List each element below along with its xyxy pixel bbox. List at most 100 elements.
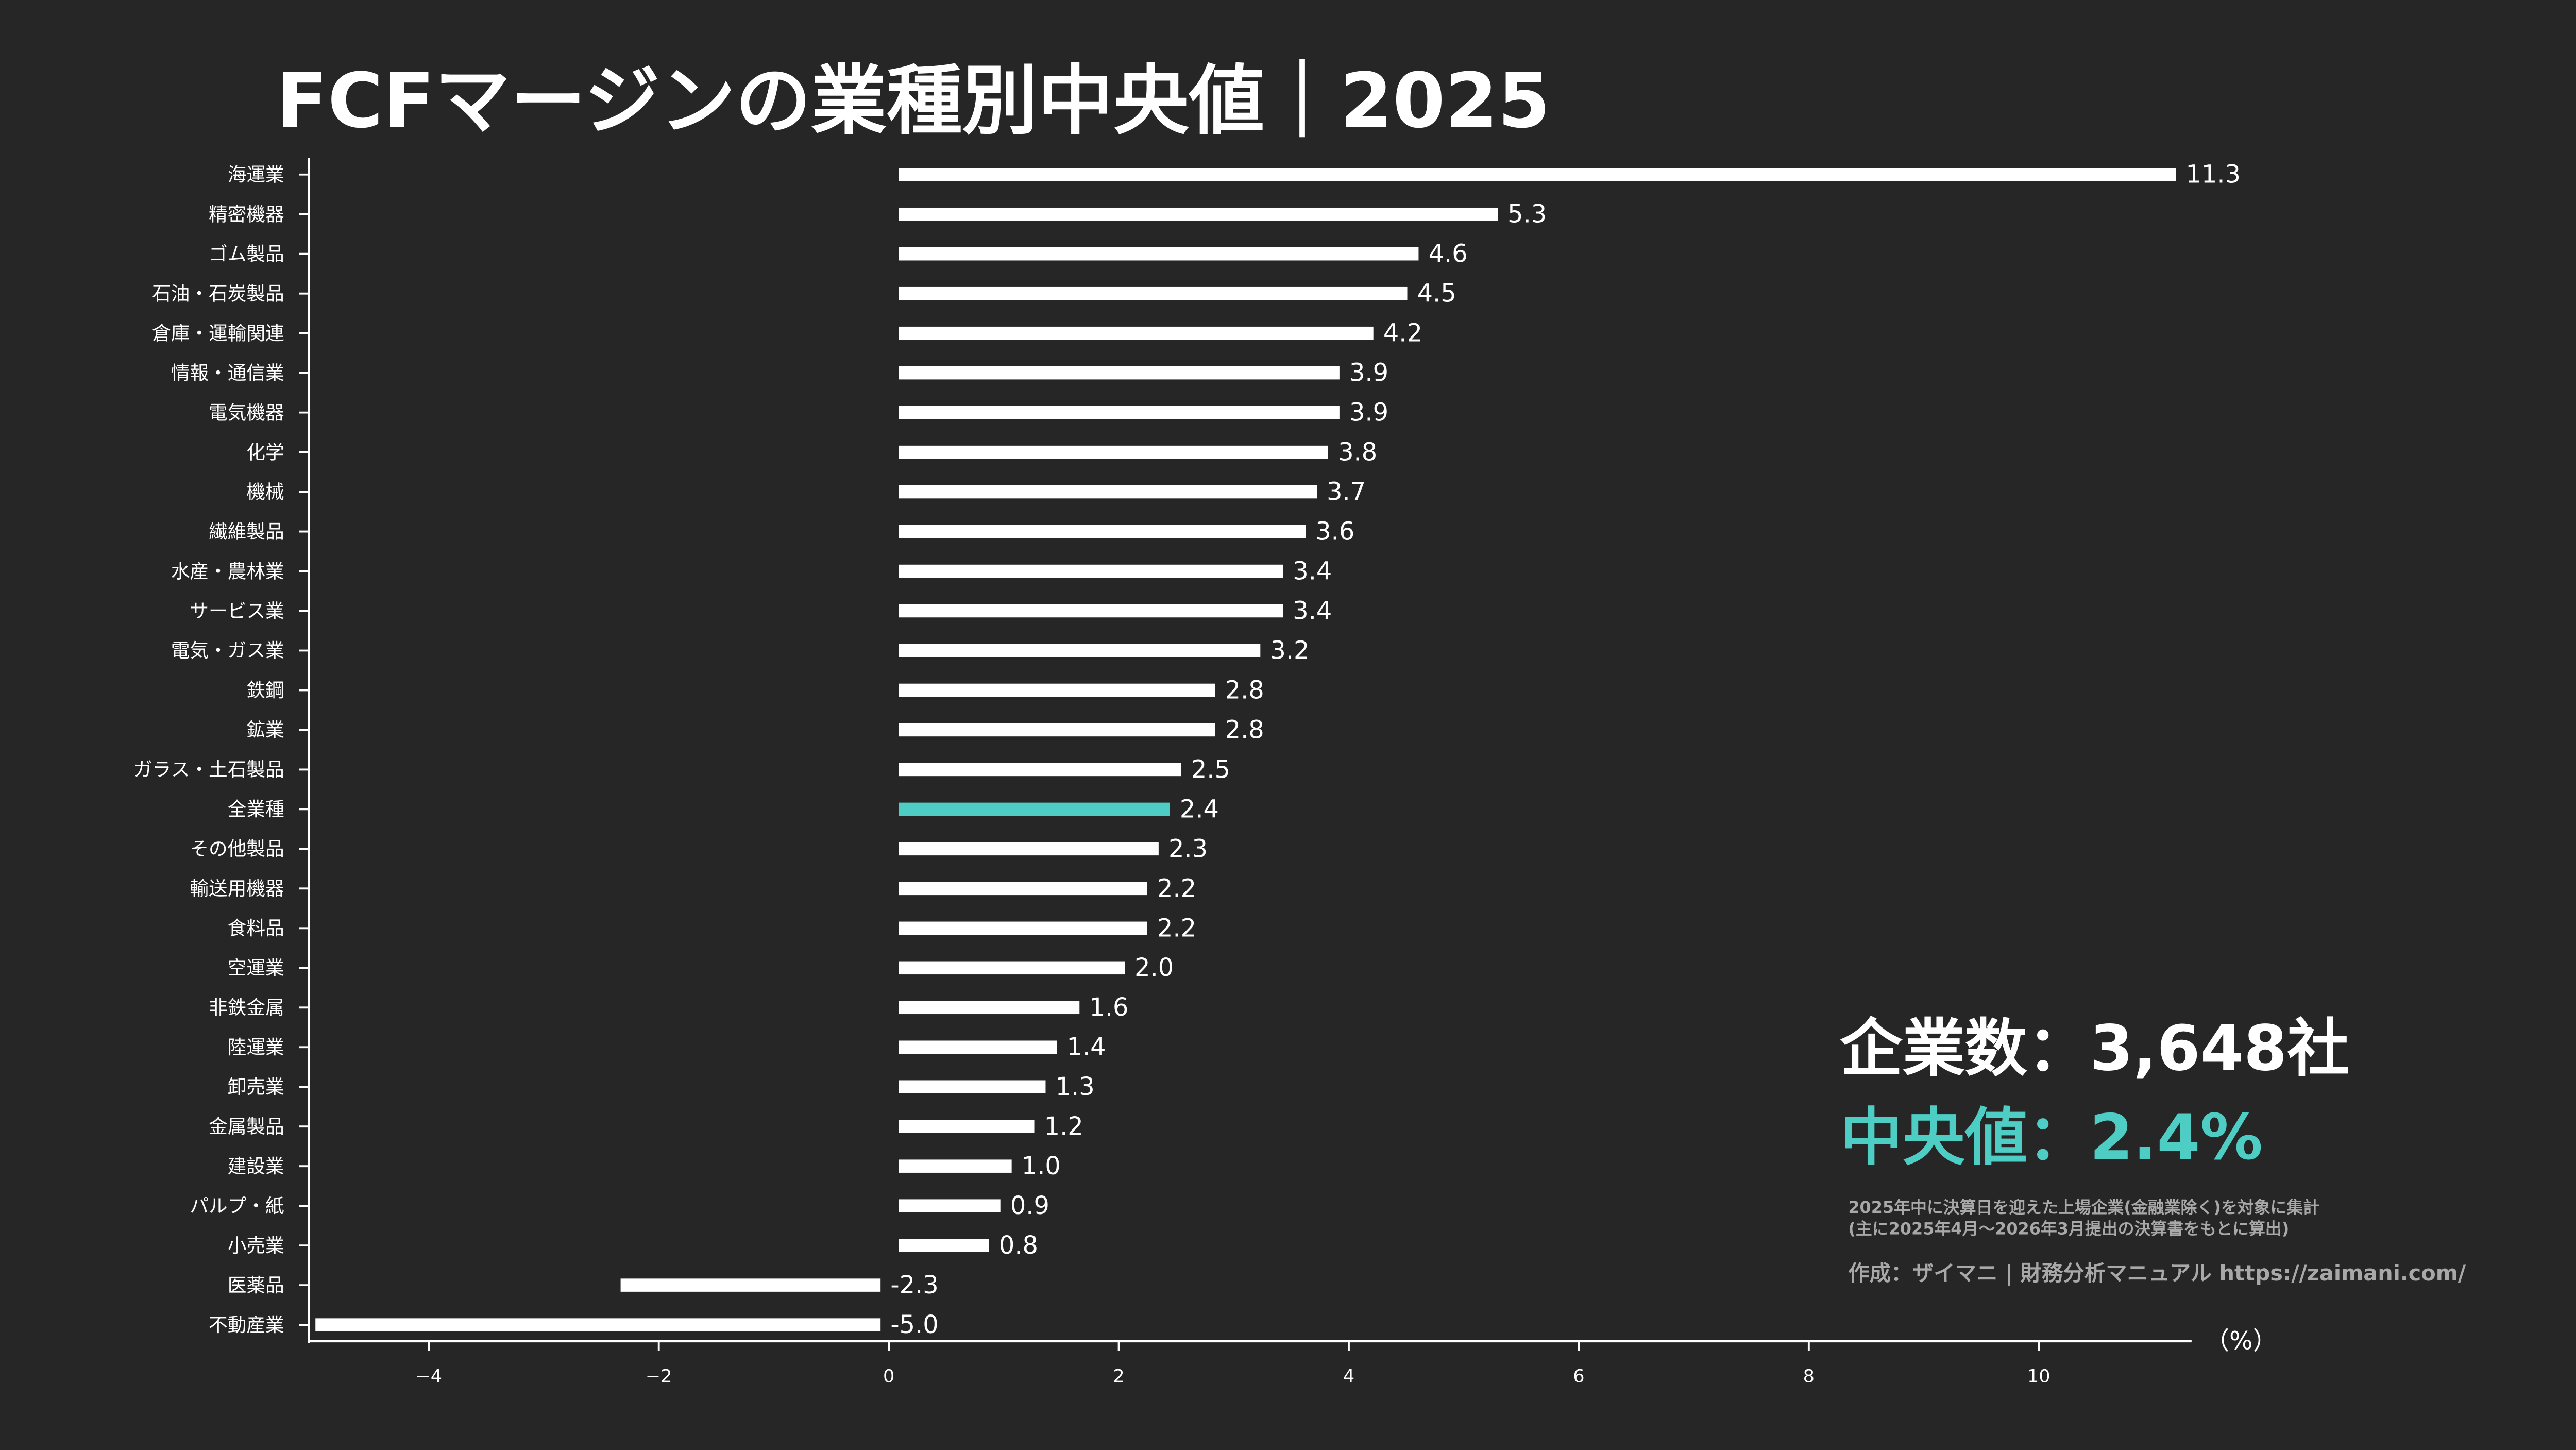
category-label: ゴム製品 [209, 243, 284, 265]
value-label: 1.2 [1044, 1112, 1083, 1141]
x-tick-label: 2 [1113, 1366, 1124, 1387]
credit: 作成：ザイマニ | 財務分析マニュアル https://zaimani.com/ [1848, 1261, 2466, 1286]
value-label: 11.3 [2185, 161, 2241, 189]
median-value: 中央値：2.4% [1840, 1101, 2263, 1174]
bar-石油・石炭製品 [899, 286, 1408, 300]
category-label: 食料品 [228, 917, 284, 939]
bar-パルプ・紙 [899, 1199, 1001, 1212]
bar-ゴム製品 [899, 247, 1419, 261]
value-label: 3.7 [1327, 478, 1366, 507]
value-label: 3.9 [1349, 399, 1388, 427]
bar-卸売業 [899, 1080, 1046, 1093]
bar-空運業 [899, 961, 1125, 975]
bar-倉庫・運輸関連 [899, 326, 1374, 340]
category-label: パルプ・紙 [190, 1195, 284, 1217]
chart-title: FCFマージンの業種別中央値｜2025 [276, 57, 1550, 145]
note-line-1: 2025年中に決算日を迎えた上場企業(金融業除く)を対象に集計 [1848, 1198, 2319, 1217]
value-label: 2.8 [1225, 716, 1264, 744]
bar-鉄鋼 [899, 683, 1215, 697]
bar-食料品 [899, 921, 1147, 935]
value-label: 2.3 [1168, 835, 1208, 863]
value-label: 4.2 [1383, 319, 1422, 348]
value-label: 0.8 [999, 1232, 1038, 1260]
bars [315, 168, 2176, 1331]
bar-全業種 [899, 802, 1170, 816]
bar-機械 [899, 485, 1317, 499]
value-label: 2.2 [1157, 874, 1196, 903]
bar-ガラス・土石製品 [899, 763, 1181, 777]
value-label: 3.6 [1315, 517, 1354, 546]
bar-金属製品 [899, 1120, 1035, 1133]
value-label: 3.8 [1338, 439, 1377, 467]
value-label: 0.9 [1010, 1192, 1049, 1220]
category-label: 機械 [246, 481, 284, 503]
category-label: 石油・石炭製品 [152, 282, 284, 305]
bar-非鉄金属 [899, 1001, 1080, 1015]
value-label: 2.4 [1180, 795, 1219, 823]
bar-繊維製品 [899, 525, 1306, 538]
category-label: 非鉄金属 [209, 997, 284, 1019]
category-label: 不動産業 [209, 1314, 284, 1336]
value-labels: 11.3 5.3 4.6 4.5 4.2 3.9 3.9 3.8 3.7 3.6 3.4 3.4 3.2… [890, 161, 2241, 1339]
value-label: 2.5 [1191, 755, 1230, 784]
category-label: 鉱業 [246, 719, 284, 741]
category-label: サービス業 [190, 600, 284, 622]
category-label: 金属製品 [209, 1116, 284, 1138]
category-label: 海運業 [228, 164, 284, 186]
bar-水産・農林業 [899, 564, 1283, 578]
bar-情報・通信業 [899, 366, 1340, 380]
x-tick-label: 0 [883, 1366, 894, 1387]
x-tick-label: 4 [1343, 1366, 1354, 1387]
bar-輸送用機器 [899, 882, 1147, 896]
category-label: その他製品 [190, 838, 284, 860]
value-label: 4.5 [1417, 280, 1456, 308]
bar-精密機器 [899, 207, 1498, 221]
category-label: 倉庫・運輸関連 [152, 322, 284, 344]
category-label: 空運業 [228, 957, 284, 979]
value-label: 2.0 [1134, 954, 1174, 982]
x-tick-label: −4 [415, 1366, 442, 1387]
category-labels: 海運業精密機器ゴム製品石油・石炭製品倉庫・運輸関連情報・通信業電気機器化学機械繊… [133, 164, 309, 1336]
category-label: 輸送用機器 [190, 878, 284, 900]
bar-海運業 [899, 168, 2176, 181]
category-label: 小売業 [228, 1235, 284, 1257]
bar-陸運業 [899, 1040, 1057, 1054]
x-ticks: −4 −2 0 2 4 6 8 10 [415, 1341, 2050, 1387]
bar-建設業 [899, 1159, 1012, 1173]
value-label: 3.2 [1270, 636, 1309, 665]
bar-小売業 [899, 1239, 989, 1252]
bar-化学 [899, 445, 1328, 459]
x-tick-label: 6 [1573, 1366, 1584, 1387]
bar-不動産業 [315, 1318, 881, 1331]
category-label: 繊維製品 [209, 520, 284, 543]
bar-医薬品 [620, 1278, 881, 1292]
company-count: 企業数：3,648社 [1840, 1013, 2349, 1085]
bar-サービス業 [899, 604, 1283, 618]
value-label: 5.3 [1507, 200, 1547, 229]
value-label: -2.3 [890, 1271, 938, 1300]
value-label: 3.4 [1293, 597, 1332, 625]
category-label: 鉄鋼 [246, 679, 284, 701]
x-tick-label: −2 [646, 1366, 672, 1387]
note-line-2: (主に2025年4月〜2026年3月提出の決算書をもとに算出) [1848, 1219, 2289, 1239]
value-label: 1.3 [1056, 1073, 1095, 1101]
value-label: 1.0 [1022, 1152, 1061, 1181]
x-axis-label: （%） [2205, 1327, 2277, 1356]
category-label: 建設業 [228, 1155, 284, 1177]
category-label: 精密機器 [209, 203, 284, 225]
category-label: 全業種 [228, 798, 284, 820]
value-label: -5.0 [890, 1311, 938, 1339]
bar-電気機器 [899, 406, 1340, 419]
value-label: 2.8 [1225, 676, 1264, 704]
category-label: 陸運業 [228, 1036, 284, 1058]
category-label: ガラス・土石製品 [133, 758, 284, 781]
category-label: 卸売業 [228, 1076, 284, 1098]
bar-電気・ガス業 [899, 644, 1261, 657]
value-label: 1.6 [1089, 993, 1128, 1022]
category-label: 水産・農林業 [171, 560, 284, 582]
value-label: 3.4 [1293, 557, 1332, 585]
x-tick-label: 10 [2027, 1366, 2050, 1387]
category-label: 電気機器 [209, 401, 284, 424]
category-label: 電気・ガス業 [171, 639, 284, 662]
